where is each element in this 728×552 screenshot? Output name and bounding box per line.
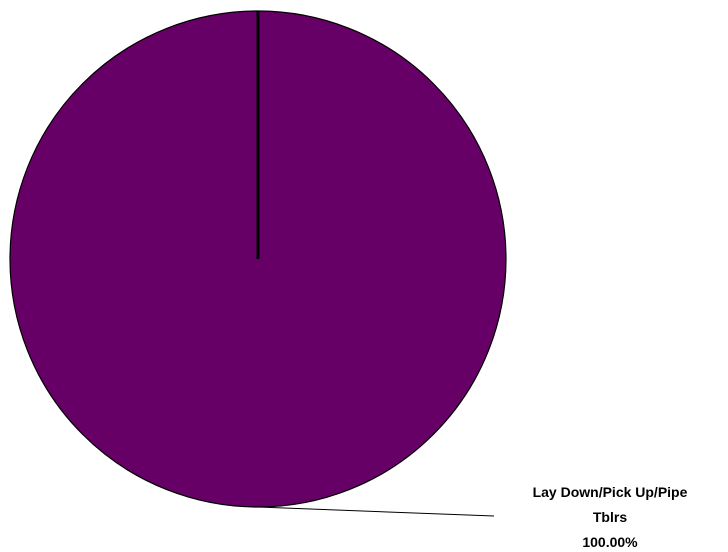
slice-label-line-1: Lay Down/Pick Up/Pipe (533, 484, 688, 500)
slice-label-line-2: Tblrs (593, 509, 627, 525)
slice-percent-label: 100.00% (582, 534, 638, 550)
leader-line (257, 506, 495, 517)
slices-layer (9, 10, 507, 508)
